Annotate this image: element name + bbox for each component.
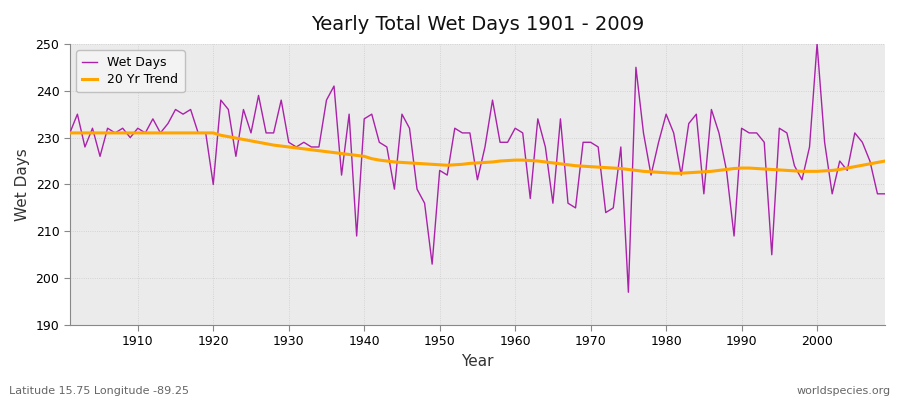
Wet Days	[125, 135, 136, 140]
Wet Days	[291, 144, 302, 149]
Text: worldspecies.org: worldspecies.org	[796, 386, 891, 396]
20 Yr Trend	[879, 159, 890, 164]
Wet Days	[623, 290, 634, 295]
Title: Yearly Total Wet Days 1901 - 2009: Yearly Total Wet Days 1901 - 2009	[310, 15, 644, 34]
Line: Wet Days: Wet Days	[70, 44, 885, 292]
Wet Days	[502, 140, 513, 145]
20 Yr Trend	[125, 130, 136, 135]
20 Yr Trend	[600, 165, 611, 170]
Legend: Wet Days, 20 Yr Trend: Wet Days, 20 Yr Trend	[76, 50, 184, 92]
Line: 20 Yr Trend: 20 Yr Trend	[70, 133, 885, 173]
Wet Days	[509, 126, 520, 131]
Wet Days	[879, 192, 890, 196]
20 Yr Trend	[502, 158, 513, 163]
Wet Days	[337, 173, 347, 178]
Wet Days	[812, 42, 823, 46]
Wet Days	[65, 130, 76, 135]
Y-axis label: Wet Days: Wet Days	[15, 148, 30, 221]
20 Yr Trend	[291, 146, 302, 150]
20 Yr Trend	[65, 130, 76, 135]
20 Yr Trend	[337, 151, 347, 156]
Wet Days	[600, 210, 611, 215]
20 Yr Trend	[509, 158, 520, 162]
Text: Latitude 15.75 Longitude -89.25: Latitude 15.75 Longitude -89.25	[9, 386, 189, 396]
X-axis label: Year: Year	[461, 354, 494, 369]
20 Yr Trend	[669, 171, 680, 176]
